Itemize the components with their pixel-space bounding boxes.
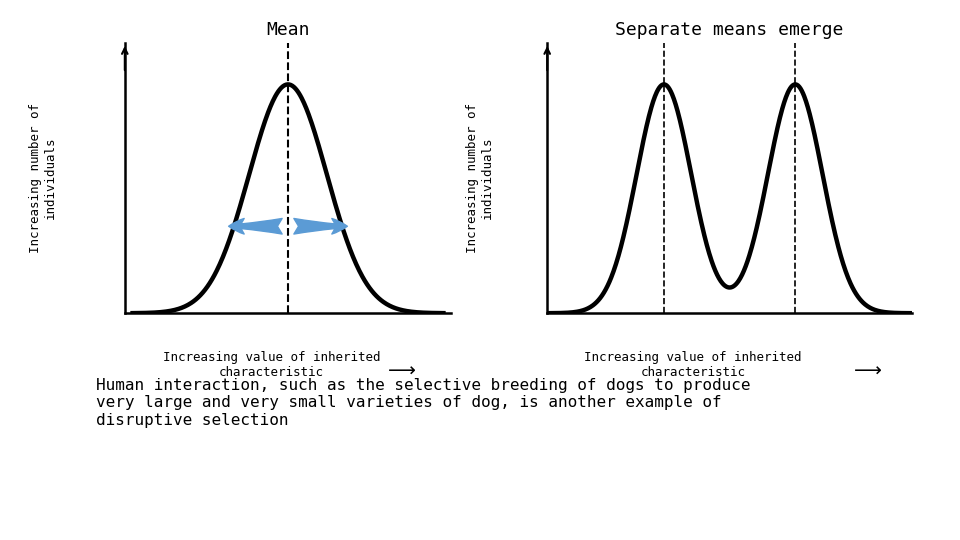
Text: Human interaction, such as the selective breeding of dogs to produce
very large : Human interaction, such as the selective… — [96, 378, 751, 428]
Text: ⟶: ⟶ — [388, 362, 417, 381]
Text: Increasing value of inherited
characteristic: Increasing value of inherited characteri… — [163, 351, 380, 379]
Text: Increasing value of inherited
characteristic: Increasing value of inherited characteri… — [585, 351, 802, 379]
Title: Mean: Mean — [266, 21, 310, 39]
Text: Increasing number of
individuals: Increasing number of individuals — [466, 103, 494, 253]
Text: Increasing number of
individuals: Increasing number of individuals — [29, 103, 58, 253]
Title: Separate means emerge: Separate means emerge — [615, 21, 844, 39]
Text: ⟶: ⟶ — [854, 362, 882, 381]
